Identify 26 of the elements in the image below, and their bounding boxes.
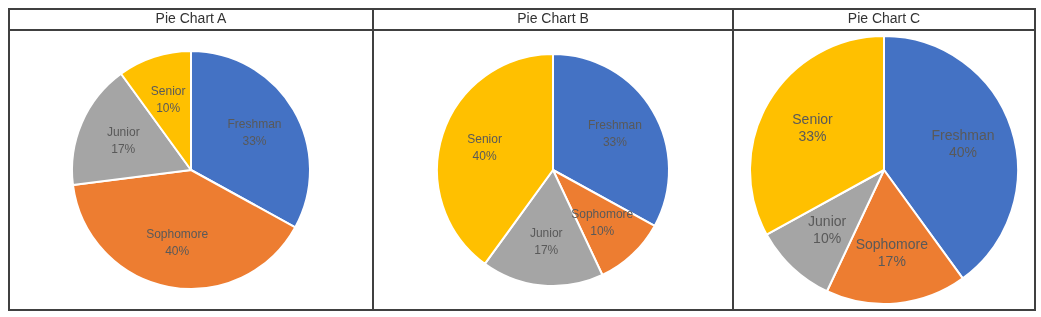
chart-title: Pie Chart C — [733, 9, 1035, 30]
chart-title: Pie Chart A — [9, 9, 373, 30]
slice-label: Junior — [529, 225, 563, 240]
data-label: 10% — [156, 101, 181, 116]
data-label: 40% — [472, 149, 497, 164]
data-label: 10% — [813, 230, 842, 247]
data-label: 33% — [242, 133, 267, 148]
data-label: 17% — [877, 252, 906, 269]
slice-label: Senior — [792, 110, 834, 127]
slice-label: Junior — [106, 125, 140, 140]
data-label: 33% — [798, 127, 827, 144]
data-label: 17% — [111, 142, 136, 157]
slice-label: Senior — [150, 84, 186, 99]
chart-title: Pie Chart B — [373, 9, 733, 30]
slice-label: Freshman — [931, 127, 995, 144]
data-label: 17% — [534, 242, 559, 257]
slice-label: Freshman — [227, 116, 282, 131]
data-label: 33% — [602, 134, 628, 149]
slice-label: Senior — [467, 132, 502, 147]
data-label: 40% — [949, 144, 978, 161]
slice-label: Sophomore — [855, 235, 929, 252]
slice-label: Freshman — [587, 117, 642, 132]
data-label: 10% — [590, 223, 615, 238]
slice-label: Junior — [808, 213, 847, 230]
slice-label: Sophomore — [146, 226, 209, 241]
data-label: 40% — [165, 243, 190, 258]
